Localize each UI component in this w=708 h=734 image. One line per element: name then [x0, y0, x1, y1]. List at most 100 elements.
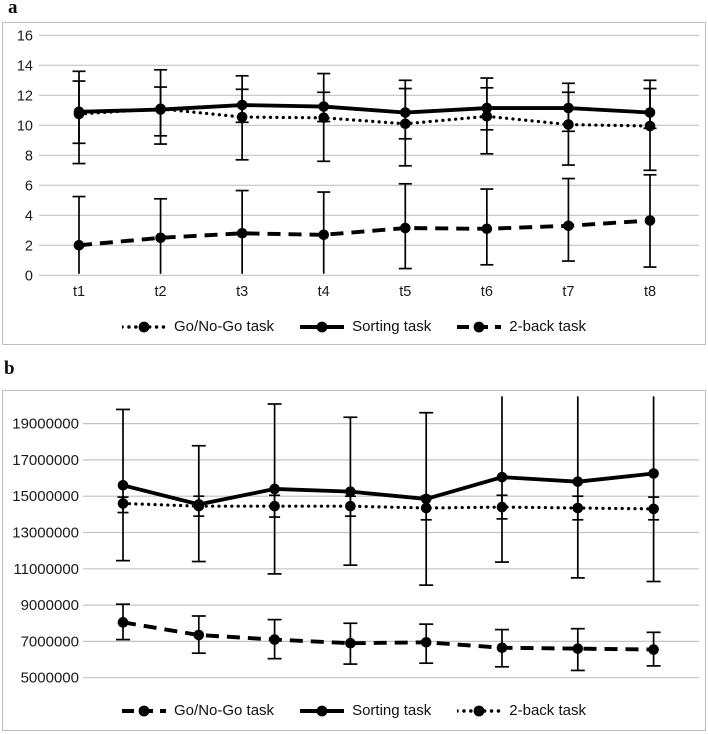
data-point-marker — [572, 643, 584, 654]
legend-label: Sorting task — [352, 318, 432, 335]
data-point-marker — [648, 503, 659, 515]
legend-marker-solid-icon — [300, 705, 345, 716]
y-axis-labels: 5000000 7000000 9000000 11000000 13000000 150… — [12, 416, 79, 687]
x-axis-labels: t1 t2 t3 t4 t5 t6 t7 t8 — [73, 284, 656, 300]
legend-item-sorting-task: Sorting task — [300, 702, 431, 719]
y-tick-label: 9000000 — [21, 597, 79, 614]
legend-item-2-back-task: 2-back task — [457, 318, 586, 335]
legend-item-go-no-go-task: Go/No-Go task — [122, 702, 274, 719]
x-tick-label: t8 — [644, 284, 656, 300]
y-tick-label: 6 — [25, 178, 33, 194]
data-point-marker — [193, 499, 205, 510]
data-point-marker — [155, 232, 166, 244]
x-tick-label: t7 — [562, 284, 574, 300]
data-point-marker — [318, 112, 330, 124]
legend-label: 2-back task — [509, 318, 586, 335]
data-point-marker — [236, 228, 248, 239]
series-2-back-task — [73, 215, 656, 251]
legend-marker-solid-icon — [300, 321, 345, 332]
y-tick-label: 10 — [17, 118, 33, 134]
chart-a-plot: 0 2 4 6 8 10 12 14 16 t1 t2 t3 t4 t5 t6 t7 t8 — [17, 28, 699, 300]
data-point-marker — [644, 107, 656, 118]
data-point-marker — [345, 486, 356, 497]
data-point-marker — [117, 617, 129, 628]
data-point-marker — [563, 220, 574, 232]
legend-item-2-back-task: 2-back task — [457, 702, 586, 719]
data-point-marker — [496, 501, 508, 513]
data-point-marker — [644, 120, 656, 132]
y-tick-label: 14 — [17, 58, 33, 74]
series-sorting-task — [73, 99, 656, 118]
y-tick-label: 4 — [25, 208, 33, 224]
data-point-marker — [644, 215, 656, 226]
x-tick-label: t2 — [155, 284, 167, 300]
data-point-marker — [572, 476, 584, 487]
legend-a: Go/No-Go task Sorting task 2-back task — [3, 318, 705, 335]
chart-b-plot: 5000000 7000000 9000000 11000000 13000000 150… — [12, 396, 699, 687]
data-point-marker — [399, 118, 411, 130]
y-axis-labels: 0 2 4 6 8 10 12 14 16 — [17, 28, 33, 284]
x-tick-label: t5 — [399, 284, 411, 300]
y-tick-label: 5000000 — [21, 670, 79, 687]
data-point-marker — [345, 637, 356, 649]
legend-item-go-no-go-task: Go/No-Go task — [122, 318, 274, 335]
legend-item-sorting-task: Sorting task — [300, 318, 431, 335]
data-point-marker — [193, 629, 205, 641]
legend-marker-dotted-icon — [457, 705, 502, 716]
data-point-marker — [399, 222, 411, 234]
data-point-marker — [318, 229, 330, 241]
y-tick-label: 12 — [17, 88, 33, 104]
data-point-marker — [269, 634, 280, 645]
series-sorting-task — [117, 468, 659, 510]
panel-b: 5000000 7000000 9000000 11000000 13000000 150… — [2, 390, 706, 731]
panel-a: 0 2 4 6 8 10 12 14 16 t1 t2 t3 t4 t5 t6 t7 t8 Go/No-Go t… — [2, 22, 706, 345]
y-tick-label: 15000000 — [12, 488, 79, 505]
data-point-marker — [563, 102, 574, 114]
y-tick-label: 7000000 — [21, 633, 79, 650]
error-bars-sorting-task — [116, 396, 661, 586]
data-point-marker — [420, 502, 432, 514]
data-point-marker — [648, 644, 659, 655]
legend-marker-dashed-icon — [457, 321, 502, 332]
data-point-marker — [155, 104, 166, 115]
legend-marker-dotted-icon — [122, 321, 167, 332]
data-point-marker — [236, 111, 248, 123]
legend-marker-dashed-icon — [122, 705, 167, 716]
y-tick-label: 17000000 — [12, 452, 79, 469]
data-point-marker — [117, 498, 129, 509]
data-point-marker — [572, 502, 584, 514]
panel-label-b: b — [4, 358, 15, 379]
data-point-marker — [420, 493, 432, 505]
data-point-marker — [73, 106, 85, 118]
legend-label: Go/No-Go task — [174, 318, 275, 335]
data-point-marker — [318, 101, 330, 112]
x-tick-label: t6 — [481, 284, 493, 300]
data-point-marker — [648, 468, 659, 479]
y-tick-label: 19000000 — [12, 416, 79, 433]
data-point-marker — [236, 99, 248, 111]
y-tick-label: 2 — [25, 238, 33, 254]
x-tick-label: t1 — [73, 284, 85, 300]
y-tick-label: 0 — [25, 268, 33, 284]
data-point-marker — [269, 500, 280, 512]
data-point-marker — [496, 642, 508, 654]
x-tick-label: t3 — [236, 284, 248, 300]
data-point-marker — [117, 480, 129, 491]
data-point-marker — [481, 223, 493, 235]
data-point-marker — [481, 111, 493, 122]
gridlines — [83, 422, 699, 679]
y-tick-label: 13000000 — [12, 525, 79, 542]
y-tick-label: 11000000 — [13, 561, 79, 578]
data-point-marker — [345, 500, 356, 512]
data-point-marker — [399, 107, 411, 118]
y-tick-label: 16 — [17, 28, 33, 44]
data-point-marker — [563, 119, 574, 130]
data-point-marker — [496, 471, 508, 483]
y-tick-label: 8 — [25, 148, 33, 164]
panel-label-a: a — [8, 0, 18, 18]
legend-label: Go/No-Go task — [174, 702, 275, 719]
legend-b: Go/No-Go task Sorting task 2-back task — [3, 702, 705, 719]
x-tick-label: t4 — [318, 284, 330, 300]
legend-label: 2-back task — [509, 702, 586, 719]
